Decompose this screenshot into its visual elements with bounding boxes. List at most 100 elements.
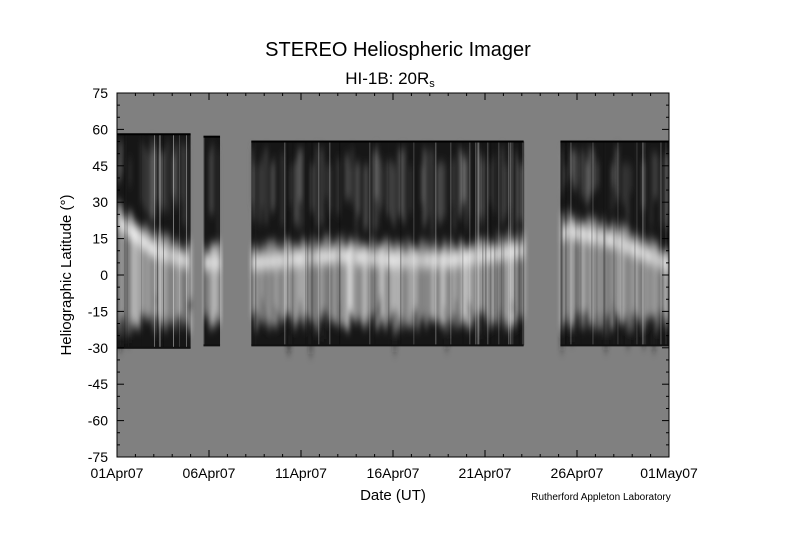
streak [163, 134, 164, 348]
data-segment [203, 135, 222, 347]
segment-texture [117, 139, 192, 349]
x-tick-label: 16Apr07 [367, 465, 420, 481]
y-tick-label: -45 [88, 376, 108, 392]
streak [522, 141, 524, 346]
streak [482, 141, 484, 346]
streak [570, 141, 572, 346]
x-tick-label: 06Apr07 [183, 465, 236, 481]
streak [127, 134, 128, 348]
streak [160, 134, 161, 348]
streak [475, 141, 477, 346]
y-axis-label: Heliographic Latitude (°) [58, 194, 75, 355]
y-tick-label: -75 [88, 449, 108, 465]
streak [662, 141, 664, 346]
segment-texture [251, 146, 526, 355]
segment-bottom-edge [560, 344, 669, 347]
streak [287, 141, 289, 346]
streak [604, 141, 606, 346]
streak [339, 141, 341, 346]
streak [179, 134, 180, 348]
y-tick-label: 45 [92, 158, 108, 174]
streak [503, 141, 505, 346]
streak [660, 141, 662, 346]
data-segment [251, 140, 526, 355]
y-axis-ticks: 75 60 45 30 15 0 -15 -30 -45 -60 -75 [88, 85, 669, 465]
streak [255, 141, 257, 346]
streak [329, 141, 331, 346]
x-tick-label: 01May07 [640, 465, 698, 481]
data-segments [117, 133, 669, 355]
streak [596, 141, 598, 346]
streak [374, 141, 376, 346]
streak [485, 141, 487, 346]
streak [565, 141, 567, 346]
streak [413, 141, 415, 346]
data-segment [560, 140, 669, 351]
segment-top-edge [251, 140, 524, 143]
streak [154, 134, 155, 348]
x-tick-label: 26Apr07 [551, 465, 604, 481]
y-tick-label: 60 [92, 121, 108, 137]
chart-subtitle: HI-1B: 20Rs [345, 69, 435, 90]
streak [490, 141, 492, 346]
streak [307, 141, 309, 346]
streak [284, 141, 286, 346]
streak [498, 141, 500, 346]
streak [561, 141, 563, 346]
streak [292, 141, 294, 346]
segment-top-edge [203, 135, 221, 138]
chart-title: STEREO Heliospheric Imager [265, 39, 531, 61]
streak [617, 141, 619, 346]
streak [636, 141, 638, 346]
subtitle-subscript: s [429, 78, 435, 90]
y-tick-label: 75 [92, 85, 108, 101]
subtitle-main: HI-1B: 20R [345, 69, 429, 88]
streak [469, 141, 471, 346]
streak [318, 141, 320, 346]
streak [141, 134, 142, 348]
streak [369, 141, 371, 346]
streak [173, 134, 174, 348]
streak [435, 141, 437, 346]
streak [642, 141, 644, 346]
credit-text: Rutherford Appleton Laboratory [531, 492, 671, 503]
x-tick-label: 11Apr07 [275, 465, 327, 481]
streak [125, 134, 126, 348]
streak [518, 141, 520, 346]
streak [508, 141, 510, 346]
streak [203, 136, 205, 346]
segment-bottom-edge [203, 344, 221, 347]
x-axis-ticks: 01Apr07 06Apr07 11Apr07 16Apr07 21Apr07 26Apr… [91, 93, 698, 481]
streak [523, 141, 525, 346]
streak [603, 141, 605, 346]
streak [510, 141, 512, 346]
streak [613, 141, 615, 346]
streak [186, 134, 187, 348]
streak [305, 141, 307, 346]
streak [519, 141, 521, 346]
streak [311, 141, 313, 346]
streak [319, 141, 321, 346]
x-axis-label: Date (UT) [360, 487, 426, 504]
streak [621, 141, 623, 346]
streak [477, 141, 479, 346]
streak [400, 141, 402, 346]
streak [512, 141, 514, 346]
y-tick-label: -60 [88, 413, 108, 429]
y-tick-label: 15 [92, 231, 108, 247]
plot-area [117, 93, 669, 457]
streak [126, 134, 127, 348]
x-tick-label: 21Apr07 [459, 465, 512, 481]
segment-top-edge [117, 133, 191, 136]
x-tick-label: 01Apr07 [91, 465, 144, 481]
y-tick-label: 0 [100, 267, 108, 283]
segment-bottom-edge [251, 344, 524, 347]
streak [514, 141, 516, 346]
streak [494, 141, 496, 346]
streak [124, 134, 125, 348]
segment-texture [203, 143, 222, 329]
streak [312, 141, 314, 346]
streak [634, 141, 636, 346]
streak [478, 141, 480, 346]
